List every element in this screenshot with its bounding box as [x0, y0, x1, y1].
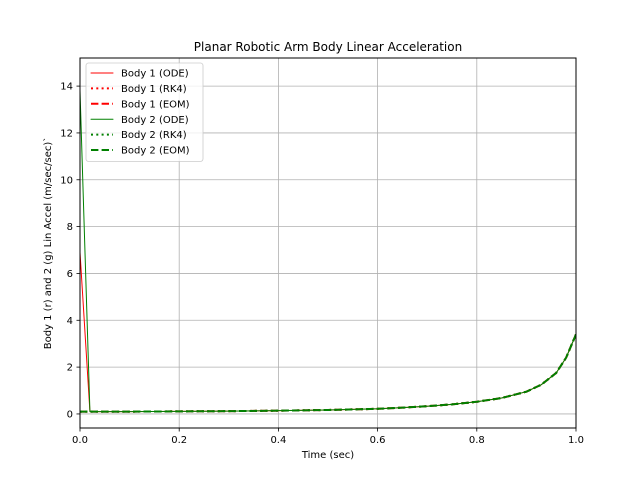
grid [79, 58, 577, 428]
x-tick-label: 1.0 [568, 435, 584, 446]
plot-frame [79, 57, 577, 429]
legend-label: Body 2 (ODE) [121, 115, 189, 126]
x-tick-label: 0.6 [370, 435, 386, 446]
y-tick-label: 8 [67, 222, 73, 233]
y-tick-label: 4 [67, 316, 73, 327]
chart-title: Planar Robotic Arm Body Linear Accelerat… [194, 40, 462, 54]
x-tick-label: 0.0 [72, 435, 88, 446]
series-lines [80, 90, 576, 413]
series-line-6 [80, 333, 576, 413]
legend: Body 1 (ODE) Body 1 (RK4) Body 1 (EOM) Body… [85, 62, 204, 162]
y-tick-label: 14 [60, 82, 73, 93]
y-tick-label: 10 [60, 175, 73, 186]
legend-label: Body 1 (RK4) [121, 84, 187, 95]
y-axis-title: Body 1 (r) and 2 (g) Lin Accel (m/sec/se… [42, 137, 54, 350]
legend-box [85, 62, 204, 162]
legend-label: Body 1 (ODE) [121, 69, 189, 80]
y-tick-label: 12 [60, 128, 73, 139]
x-tick-label: 0.2 [171, 435, 187, 446]
x-tick-label: 0.8 [469, 435, 485, 446]
x-axis-title: Time (sec) [301, 450, 354, 461]
legend-label: Body 2 (EOM) [121, 146, 190, 157]
legend-label: Body 2 (RK4) [121, 130, 187, 141]
y-tick-label: 2 [67, 363, 73, 374]
y-tick-label: 0 [67, 409, 73, 420]
legend-label: Body 1 (EOM) [121, 99, 190, 110]
y-tick-label: 6 [67, 269, 73, 280]
x-tick-label: 0.4 [270, 435, 286, 446]
axis-ticks: 0.0 0.2 0.4 0.6 0.8 1.0 0 2 4 6 8 10 12 14 [60, 82, 584, 446]
